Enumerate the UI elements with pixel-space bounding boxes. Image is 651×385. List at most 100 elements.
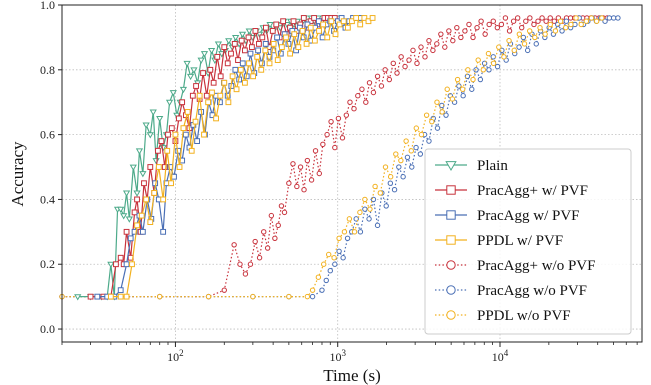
data-point bbox=[274, 57, 281, 63]
data-point bbox=[247, 261, 254, 267]
data-point bbox=[366, 80, 373, 86]
data-point bbox=[157, 293, 163, 300]
data-point bbox=[610, 15, 617, 21]
data-point bbox=[418, 44, 424, 50]
data-point bbox=[160, 196, 167, 203]
legend-entry: PPDL w/ PVF bbox=[435, 233, 563, 249]
data-point bbox=[563, 24, 569, 31]
data-point bbox=[359, 86, 365, 92]
legend-marker bbox=[446, 285, 456, 295]
data-point bbox=[516, 44, 522, 50]
data-point bbox=[172, 131, 179, 138]
data-point bbox=[542, 31, 548, 37]
data-point bbox=[328, 118, 334, 125]
data-point bbox=[413, 125, 420, 131]
data-point bbox=[214, 53, 221, 60]
y-tick-label: 0.0 bbox=[40, 322, 55, 336]
legend-marker bbox=[446, 235, 456, 245]
data-point bbox=[235, 57, 241, 63]
data-point bbox=[238, 31, 247, 39]
data-point bbox=[147, 219, 154, 226]
data-point bbox=[107, 293, 114, 300]
data-point bbox=[321, 261, 327, 267]
data-point bbox=[180, 125, 187, 132]
data-point bbox=[139, 171, 147, 178]
data-point bbox=[131, 228, 138, 235]
data-point bbox=[190, 67, 198, 74]
data-point bbox=[304, 293, 311, 300]
data-point bbox=[307, 18, 314, 25]
data-point bbox=[217, 92, 224, 99]
data-point bbox=[602, 18, 608, 24]
data-point bbox=[442, 44, 448, 50]
legend-entry: PracAgg+ w/o PVF bbox=[435, 258, 595, 274]
data-point bbox=[340, 255, 346, 261]
legend-entry: PracAgg+ w/ PVF bbox=[435, 183, 588, 199]
data-point bbox=[205, 99, 212, 106]
data-point bbox=[143, 196, 150, 203]
data-point bbox=[434, 41, 440, 47]
data-point bbox=[245, 28, 253, 35]
data-point bbox=[539, 15, 545, 21]
data-point bbox=[189, 92, 196, 99]
data-point bbox=[506, 28, 513, 34]
data-point bbox=[510, 18, 517, 24]
data-point bbox=[209, 112, 216, 119]
legend-entry: PracAgg w/o PVF bbox=[435, 283, 587, 299]
data-point bbox=[475, 57, 481, 63]
data-point bbox=[254, 53, 261, 60]
data-point bbox=[583, 18, 590, 24]
data-point bbox=[146, 132, 154, 139]
data-point bbox=[523, 18, 529, 24]
data-point bbox=[262, 47, 269, 54]
series-3 bbox=[107, 15, 376, 300]
data-point bbox=[272, 235, 278, 242]
data-point bbox=[239, 60, 246, 67]
y-tick-label: 0.6 bbox=[40, 128, 55, 142]
data-point bbox=[290, 18, 297, 25]
data-point bbox=[303, 40, 310, 47]
data-point bbox=[207, 47, 216, 55]
data-point bbox=[367, 206, 373, 212]
data-point bbox=[123, 293, 130, 300]
data-point bbox=[228, 50, 234, 57]
data-point bbox=[138, 212, 145, 219]
data-point bbox=[210, 79, 217, 86]
data-point bbox=[129, 261, 135, 268]
data-point bbox=[606, 15, 613, 21]
data-point bbox=[370, 196, 377, 203]
data-point bbox=[547, 21, 553, 28]
data-point bbox=[460, 93, 466, 99]
data-point bbox=[410, 47, 416, 54]
data-point bbox=[340, 18, 347, 25]
data-point bbox=[135, 148, 144, 155]
data-point bbox=[532, 34, 538, 41]
data-point bbox=[213, 115, 219, 122]
data-point bbox=[519, 24, 525, 31]
data-point bbox=[134, 196, 140, 203]
data-point bbox=[319, 287, 325, 293]
data-point bbox=[225, 99, 232, 106]
data-point bbox=[224, 60, 231, 67]
data-point bbox=[332, 144, 338, 151]
data-point bbox=[87, 293, 94, 300]
data-point bbox=[266, 60, 273, 67]
data-point bbox=[232, 34, 240, 42]
data-point bbox=[328, 18, 335, 25]
data-point bbox=[339, 135, 346, 141]
data-point bbox=[470, 76, 476, 83]
data-point bbox=[557, 18, 564, 24]
data-point bbox=[324, 34, 331, 41]
data-point bbox=[406, 57, 412, 63]
data-point bbox=[413, 144, 419, 151]
data-point bbox=[344, 24, 351, 31]
data-point bbox=[196, 92, 203, 99]
data-point bbox=[464, 73, 471, 79]
data-point bbox=[494, 24, 501, 31]
data-point bbox=[438, 31, 444, 37]
data-point bbox=[341, 229, 348, 235]
data-point bbox=[249, 44, 255, 51]
data-point bbox=[450, 37, 456, 44]
data-point bbox=[283, 34, 289, 41]
